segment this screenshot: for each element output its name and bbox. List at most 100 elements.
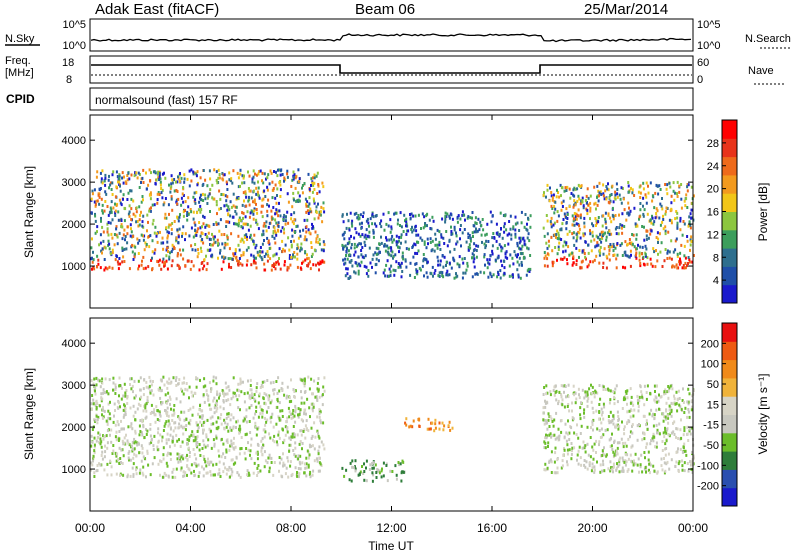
range-cell [313, 201, 316, 205]
range-cell [585, 194, 588, 198]
range-cell [175, 198, 178, 202]
range-cell [192, 210, 195, 214]
range-cell [196, 170, 199, 174]
range-cell [361, 221, 363, 225]
range-cell [610, 420, 613, 424]
range-cell [305, 225, 308, 229]
range-cell [293, 211, 296, 215]
range-cell [289, 413, 292, 416]
range-cell [584, 465, 587, 469]
range-cell [145, 385, 148, 389]
range-cell [382, 474, 385, 478]
range-cell [550, 435, 553, 439]
range-cell [203, 377, 206, 381]
range-cell [656, 470, 659, 474]
range-cell [620, 201, 623, 205]
range-cell [138, 264, 141, 268]
range-cell [518, 229, 521, 232]
range-cell [274, 263, 277, 267]
range-cell [246, 223, 249, 227]
range-cell [425, 214, 428, 218]
range-cell [143, 234, 146, 238]
range-cell [303, 377, 306, 381]
range-cell [91, 463, 94, 467]
range-cell [248, 215, 251, 219]
range-cell [665, 206, 668, 210]
range-cell [568, 409, 571, 413]
range-cell [211, 183, 214, 187]
range-cell [231, 470, 234, 474]
range-cell [108, 174, 110, 178]
range-cell [679, 261, 682, 265]
range-cell [586, 265, 589, 269]
range-cell [549, 432, 552, 436]
range-cell [312, 469, 315, 473]
range-cell [124, 413, 127, 416]
range-cell [144, 406, 147, 410]
range-cell [475, 230, 478, 234]
range-cell [156, 259, 159, 263]
range-cell [318, 445, 321, 449]
range-cell [280, 387, 283, 390]
range-cell [230, 266, 233, 269]
range-cell [298, 460, 301, 464]
range-cell [297, 413, 299, 417]
range-cell [104, 450, 107, 454]
range-cell [177, 219, 180, 223]
range-cell [554, 391, 557, 394]
range-cell [683, 266, 686, 270]
range-cell [108, 378, 111, 382]
range-cell [587, 453, 590, 457]
range-cell [677, 469, 680, 473]
range-cell [574, 201, 577, 205]
range-cell [145, 433, 148, 436]
range-cell [253, 461, 256, 465]
range-cell [230, 473, 233, 477]
range-cell [566, 452, 569, 456]
range-cell [582, 234, 585, 238]
range-cell [247, 379, 249, 383]
range-cell [688, 429, 691, 433]
range-cell [117, 401, 120, 405]
range-cell [239, 262, 242, 266]
range-cell [594, 245, 597, 249]
range-cell [602, 252, 605, 256]
range-cell [152, 411, 155, 415]
range-cell [270, 268, 273, 272]
range-cell [380, 469, 383, 473]
range-cell [213, 396, 216, 400]
range-cell [121, 176, 124, 180]
range-cell [456, 274, 459, 278]
range-cell [598, 384, 601, 387]
range-cell [106, 446, 109, 450]
range-cell [296, 247, 299, 251]
range-cell [503, 225, 506, 229]
range-cell [126, 178, 129, 182]
range-cell [371, 222, 374, 226]
range-cell [235, 212, 238, 216]
range-cell [215, 420, 218, 424]
range-cell [571, 263, 574, 267]
range-cell [342, 258, 345, 262]
range-cell [572, 217, 575, 221]
range-cell [620, 469, 623, 473]
range-cell [343, 237, 346, 241]
range-cell [216, 390, 219, 394]
range-cell [604, 217, 607, 221]
range-cell [163, 424, 166, 428]
range-cell [273, 253, 276, 257]
range-cell [438, 243, 441, 247]
range-cell [491, 214, 494, 218]
range-cell [121, 225, 124, 229]
range-cell [585, 460, 588, 464]
range-cell [614, 193, 617, 197]
range-cell [307, 262, 310, 266]
range-cell [282, 428, 284, 432]
range-cell [355, 231, 358, 235]
range-cell [117, 406, 120, 410]
range-cell [237, 221, 240, 225]
range-cell [508, 264, 511, 268]
range-cell [596, 195, 598, 199]
range-cell [313, 217, 316, 221]
range-cell [603, 405, 606, 409]
